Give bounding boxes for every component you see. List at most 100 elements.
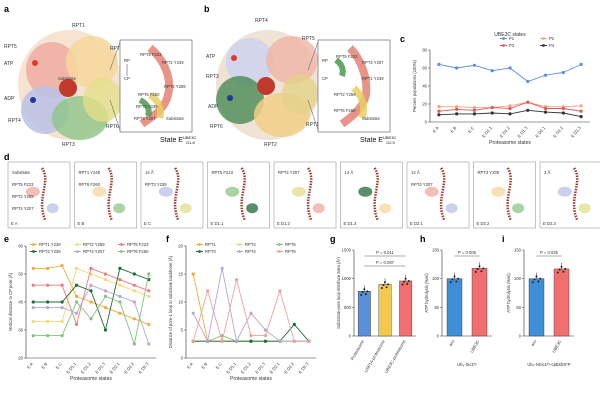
chart-c-ytick-label: 60: [422, 66, 427, 71]
d-note: RPT1 Y249: [79, 170, 101, 175]
chart-e-point: [74, 300, 79, 304]
chart-e-point: [46, 320, 50, 324]
d-state-label: E D1.2: [277, 221, 290, 226]
chart-f-ylabel: Distance of pore-1 loop to substrate bac…: [168, 255, 173, 348]
chart-e-point: [31, 300, 35, 304]
chart-e-legend-label: RPT6 F260: [127, 249, 149, 254]
b-label-6: RPT6: [210, 124, 223, 130]
chart-e-legend-dot: [32, 250, 35, 253]
chart-c-point: [472, 63, 477, 67]
chart-f-point: [206, 339, 210, 343]
chart-e-xtick-label: E A: [26, 361, 34, 369]
chart-g-datapoint: [406, 282, 409, 285]
chart-f-xtick-label: E D2.3: [297, 361, 309, 375]
chart-e-point: [132, 317, 136, 321]
chart-e-point: [74, 311, 79, 315]
chart-e-point: [89, 266, 93, 270]
chart-g-datapoint: [385, 286, 388, 289]
chart-e-point: [46, 300, 50, 304]
chart-f-xtick-label: E D2.1: [269, 361, 281, 375]
chart-h-bar: [471, 268, 488, 337]
d-substrate: [572, 167, 579, 221]
chart-f-point: [292, 322, 296, 326]
chart-c-legend-dot: [542, 37, 545, 40]
a-inset-4: RPT6 F260: [138, 92, 160, 97]
chart-e-point: [132, 300, 136, 304]
a-label-3: RPT2: [110, 46, 123, 52]
chart-c-legend-dot: [502, 37, 505, 40]
chart-i: 0 50 100 150 w/o UBE3C ATP hydrolysis (%wt) Ubₙ…: [506, 248, 574, 367]
chart-f-legend-label: RPT2: [245, 242, 256, 247]
chart-f-ytick-label: 5: [181, 328, 184, 333]
d-box: [539, 161, 600, 229]
chart-c-xtick-label: E D1.3: [516, 125, 528, 139]
d-blob-2: [445, 203, 458, 214]
chart-e-legend-dot: [32, 243, 35, 246]
b-label-3: RPT5: [302, 36, 315, 42]
chart-e-point: [132, 289, 136, 293]
chart-g-datapoint: [407, 279, 410, 282]
chart-f-ytick-label: 20: [178, 244, 183, 249]
chart-c-point: [543, 110, 548, 114]
chart-c-point: [508, 104, 512, 108]
chart-g-datapoint: [363, 288, 366, 291]
chart-g-datapoint: [382, 284, 385, 287]
chart-g-datapoint: [366, 290, 369, 293]
chart-c-point: [472, 112, 477, 116]
panel-b-letter: b: [204, 4, 210, 14]
d-blob-2: [179, 203, 192, 214]
d-note: RPT4 Y207: [12, 206, 34, 211]
chart-f-legend-dot: [238, 250, 241, 253]
chart-f-ytick-label: 15: [178, 272, 183, 277]
d-blob-1: [491, 186, 506, 197]
chart-e-point: [103, 306, 108, 310]
chart-e-point: [147, 272, 151, 276]
d-state-label: E B: [78, 221, 85, 226]
b-inset-3: RPT1 Y249: [362, 76, 384, 81]
chart-e-xtick-label: E D1.1: [65, 361, 77, 375]
chart-f-xtick-label: E D1.2: [240, 361, 252, 375]
d-state-label: E A: [11, 221, 18, 226]
d-blob-1: [424, 186, 439, 197]
chart-i-ytick-label: 150: [514, 248, 522, 253]
d-note: RPT4 Y207: [411, 182, 433, 187]
chart-c-point: [526, 79, 530, 84]
chart-f-xtick-label: E D2.2: [283, 361, 295, 375]
b-inset-7: RP: [322, 58, 328, 63]
chart-f-legend-dot: [238, 243, 241, 246]
d-blob-1: [557, 186, 572, 197]
chart-g: 0 500 1000 1500 ProteasomeUSP14-proteasomeUB…: [336, 248, 416, 374]
chart-e-ytick-label: 20: [18, 356, 23, 361]
chart-e-point: [89, 283, 93, 287]
chart-f-point: [206, 289, 210, 293]
d-substrate: [240, 167, 246, 221]
chart-e-point: [132, 342, 136, 346]
chart-f-point: [191, 272, 195, 276]
chart-c-ytick-label: 80: [422, 48, 427, 53]
chart-f-point: [191, 311, 195, 315]
d-state-label: E D2.3: [543, 221, 556, 226]
chart-c-ytick-label: 40: [422, 84, 427, 89]
chart-c-point: [543, 73, 548, 77]
chart-e-point: [74, 294, 79, 298]
chart-i-datapoint: [533, 278, 536, 281]
chart-e-point: [31, 320, 35, 324]
chart-i-ytick-label: 100: [514, 276, 522, 281]
d-box: [340, 161, 403, 229]
chart-e-point: [31, 306, 35, 310]
chart-c-point: [490, 111, 494, 115]
d-substrate: [173, 167, 180, 221]
d-blob-2: [312, 203, 325, 214]
chart-f-legend-label: RPT1: [205, 242, 216, 247]
chart-e-point: [118, 300, 122, 304]
chart-c-xtick-label: E D1.2: [499, 125, 511, 139]
chart-e-legend-dot: [76, 250, 79, 253]
d-substrate: [373, 167, 379, 221]
chart-e-xtick-label: E D1.3: [94, 361, 106, 375]
a-label-1: RPT1: [72, 23, 85, 29]
d-box: [207, 161, 270, 229]
chart-e-point: [103, 328, 108, 332]
d-blob-2: [113, 203, 126, 214]
chart-i-ylabel: ATP hydrolysis (%wt): [506, 273, 511, 313]
d-note: 14 Å: [345, 170, 354, 175]
